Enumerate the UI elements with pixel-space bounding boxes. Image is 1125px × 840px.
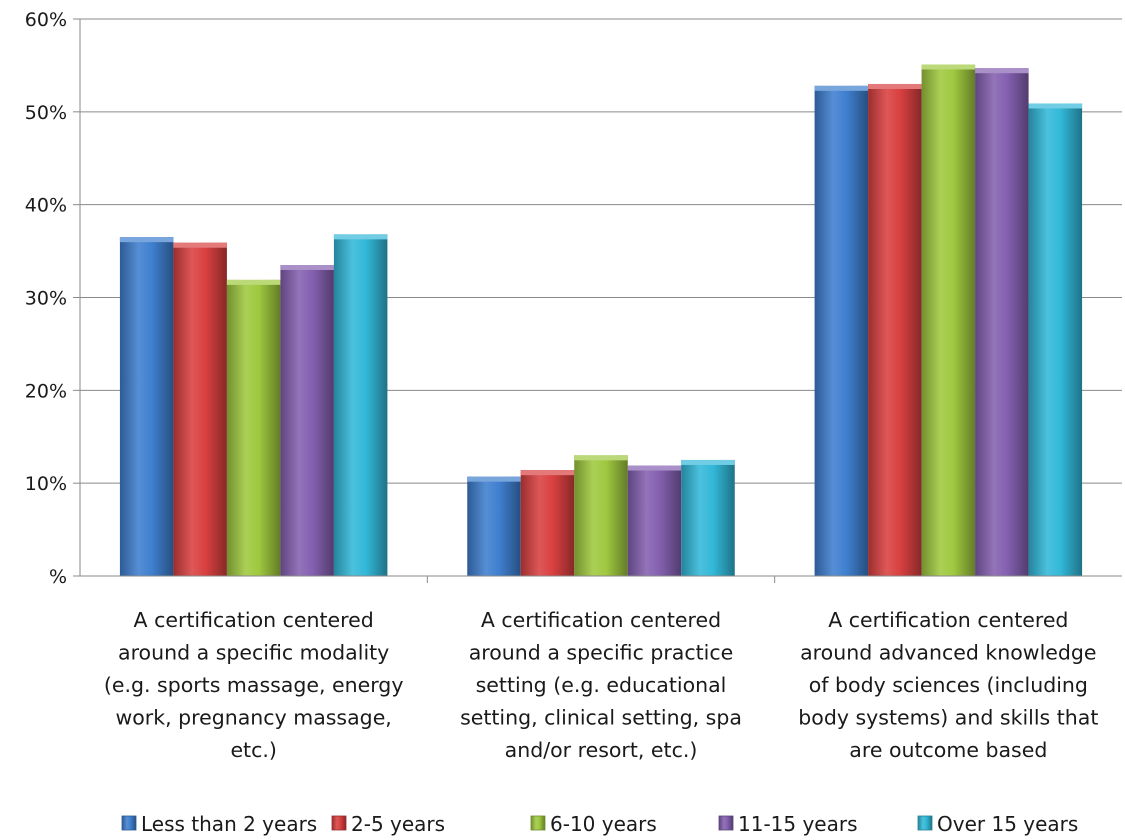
bar-top-highlight [574, 455, 628, 461]
bar-top-highlight [520, 470, 575, 476]
bar-top-highlight [226, 279, 281, 285]
bar-top-highlight [173, 242, 227, 248]
bar-top-highlight [921, 64, 976, 70]
bar [119, 237, 174, 577]
bar [280, 265, 334, 576]
x-category-label: A certification centered around a specifi… [460, 608, 742, 762]
bar-top-highlight [1028, 103, 1083, 109]
legend-swatch [718, 815, 734, 831]
bar [173, 242, 227, 576]
y-tick-label: 60% [25, 9, 67, 31]
bar [975, 68, 1029, 577]
bar [681, 459, 735, 576]
legend-label: Over 15 years [937, 812, 1078, 836]
x-category-label: A certification centered around advanced … [798, 608, 1098, 762]
bar [226, 279, 281, 576]
bar-top-highlight [975, 68, 1029, 74]
legend-label: 6-10 years [550, 812, 657, 836]
legend-swatch [121, 815, 137, 831]
bar-top-highlight [467, 476, 521, 482]
legend-swatch [530, 815, 546, 831]
y-tick-label: 40% [25, 195, 67, 217]
x-category-label: A certification centered around a specifi… [104, 608, 404, 762]
x-axis-categories: A certification centered around a specifi… [104, 608, 1099, 762]
bar [868, 83, 922, 576]
legend-label: 11-15 years [738, 812, 858, 836]
y-axis-ticks: % 10% 20% 30% 40% 50% 60% [25, 9, 80, 588]
legend-label: 2-5 years [351, 812, 445, 836]
y-tick-label: 50% [25, 102, 67, 124]
y-tick-label: 30% [25, 288, 67, 310]
bar-top-highlight [280, 265, 334, 271]
legend-label: Less than 2 years [141, 812, 317, 836]
bar [814, 85, 869, 576]
bar [921, 64, 976, 576]
bar-top-highlight [333, 234, 388, 240]
bar [627, 465, 682, 576]
bar-top-highlight [627, 465, 682, 471]
bar [467, 476, 521, 576]
y-tick-label: 20% [25, 380, 67, 402]
legend: Less than 2 years 2-5 years 6-10 years 11-1… [121, 812, 1078, 836]
bar [520, 470, 575, 576]
bars [119, 64, 1083, 577]
legend-swatch [917, 815, 933, 831]
y-tick-label: 10% [25, 473, 67, 495]
y-tick-label: % [49, 566, 67, 588]
bar [1028, 103, 1083, 576]
bar [333, 234, 388, 576]
bar-top-highlight [814, 85, 869, 91]
bar [574, 455, 628, 576]
bar-top-highlight [868, 83, 922, 89]
legend-swatch [331, 815, 347, 831]
bar-top-highlight [119, 237, 174, 243]
bar-top-highlight [681, 459, 735, 465]
